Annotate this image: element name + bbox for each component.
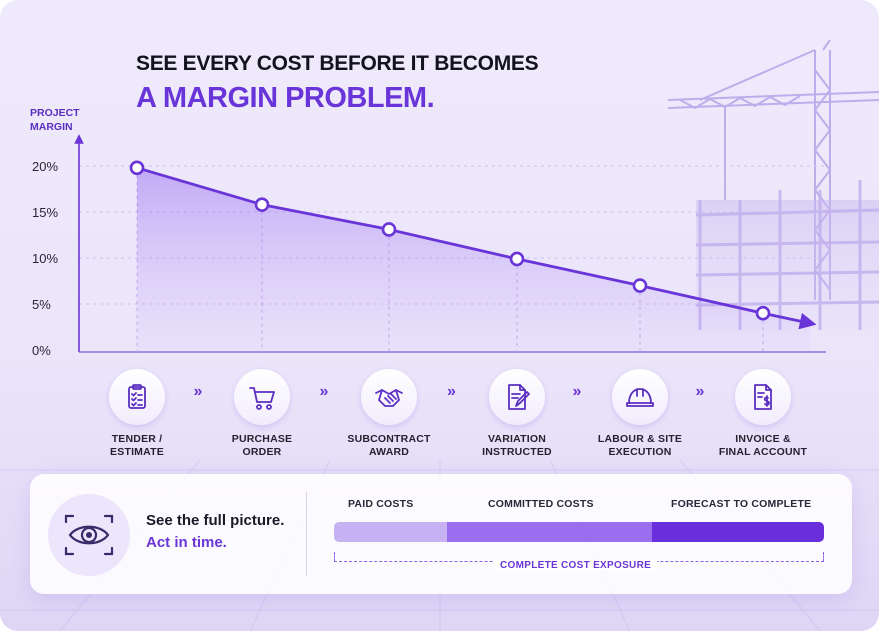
stage-5: INVOICE & FINAL ACCOUNT: [703, 369, 823, 459]
stage-3: VARIATION INSTRUCTED: [457, 369, 577, 459]
stage-label: SUBCONTRACT AWARD: [347, 433, 431, 458]
data-point-4: [632, 278, 648, 293]
cost-segment-0: [334, 522, 447, 542]
chevron-right-icon: »: [319, 383, 329, 400]
cost-segment-2: [652, 522, 824, 542]
y-tick-label: 5%: [32, 297, 51, 312]
stage-4: LABOUR & SITE EXECUTION: [580, 369, 700, 459]
stage-label: TENDER / ESTIMATE: [110, 433, 164, 458]
forecast-to-complete-label: FORECAST TO COMPLETE: [671, 498, 812, 510]
data-point-0: [129, 160, 145, 176]
data-point-1: [254, 197, 270, 212]
chevron-right-icon: »: [447, 383, 456, 400]
document-edit-icon: [489, 369, 545, 425]
shopping-cart-icon: [234, 369, 290, 425]
hard-hat-icon: [612, 369, 668, 425]
stage-1: PURCHASE ORDER: [202, 369, 322, 459]
cost-summary-panel: See the full picture. Act in time. PAID …: [30, 474, 852, 594]
handshake-icon: [361, 369, 417, 425]
data-point-2: [381, 222, 397, 237]
stage-label: VARIATION INSTRUCTED: [482, 433, 552, 458]
cost-segment-1: [446, 522, 653, 542]
panel-subtitle: Act in time.: [146, 534, 227, 551]
y-tick-label: 20%: [32, 159, 58, 174]
panel-title: See the full picture.: [146, 512, 285, 529]
stage-0: TENDER / ESTIMATE: [77, 369, 197, 459]
y-tick-label: 10%: [32, 251, 58, 266]
y-axis-label: PROJECT MARGIN: [30, 106, 100, 134]
headline-line-2: A MARGIN PROBLEM.: [136, 82, 435, 114]
stage-label: INVOICE & FINAL ACCOUNT: [718, 433, 808, 458]
data-point-3: [509, 251, 525, 267]
margin-area: [137, 167, 810, 352]
complete-cost-exposure-label: COMPLETE COST EXPOSURE: [494, 560, 658, 571]
eye-focus-icon: [48, 494, 130, 576]
data-point-5: [755, 305, 771, 321]
panel-divider: [306, 492, 307, 576]
y-axis-label-text: PROJECT MARGIN: [30, 107, 80, 133]
paid-costs-label: PAID COSTS: [348, 498, 414, 510]
chevron-right-icon: »: [695, 383, 705, 400]
committed-costs-label: COMMITTED COSTS: [488, 498, 594, 510]
cost-exposure-bar: [334, 522, 824, 542]
clipboard-checklist-icon: [109, 369, 165, 425]
invoice-dollar-icon: [735, 369, 791, 425]
y-tick-label: 15%: [32, 205, 58, 220]
chevron-right-icon: »: [572, 383, 582, 400]
stage-2: SUBCONTRACT AWARD: [329, 369, 449, 459]
chevron-right-icon: »: [193, 383, 203, 400]
y-tick-label: 0%: [32, 343, 51, 358]
stage-label: LABOUR & SITE EXECUTION: [597, 433, 683, 458]
headline-line-1: SEE EVERY COST BEFORE IT BECOMES: [136, 52, 539, 75]
stage-label: PURCHASE ORDER: [231, 433, 293, 458]
